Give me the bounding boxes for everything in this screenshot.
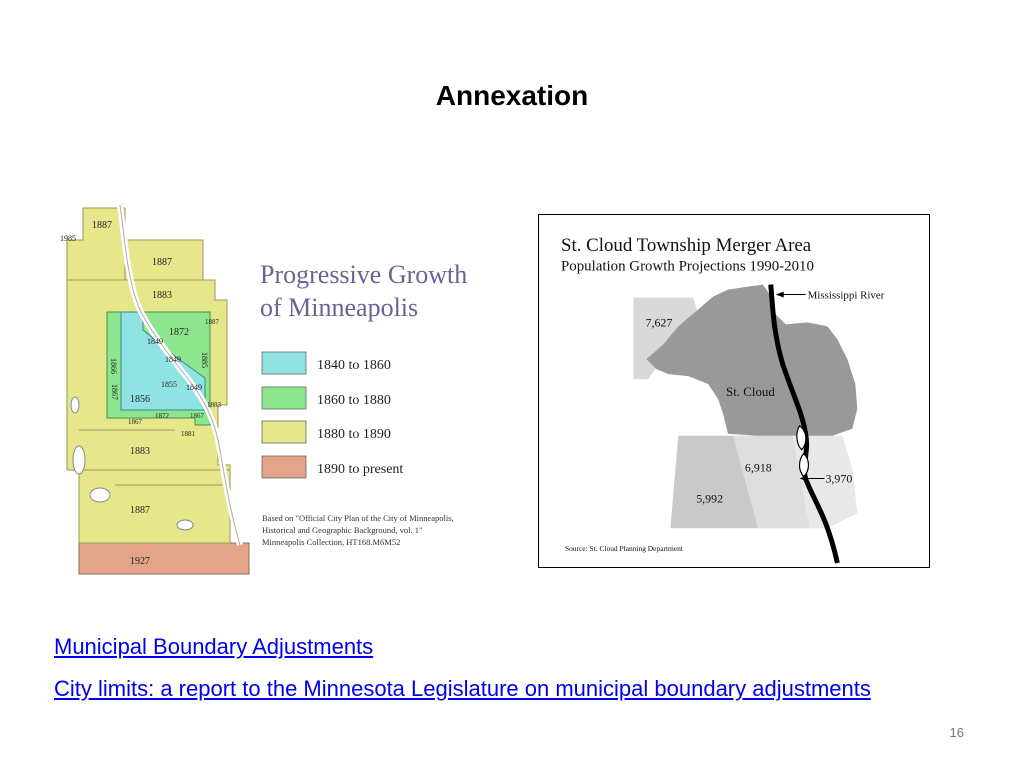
year-label: 1887 bbox=[130, 505, 150, 516]
stcloud-source: Source: St. Cloud Planning Department bbox=[565, 544, 684, 553]
map-heading-line2: of Minneapolis bbox=[260, 293, 418, 322]
legend-label: 1890 to present bbox=[317, 462, 403, 477]
year-label: 1856 bbox=[130, 394, 150, 405]
map-legend: 1840 to 1860 1860 to 1880 1880 to 1890 1… bbox=[261, 351, 403, 479]
minneapolis-growth-map: 1985 1887 1887 1883 1872 1887 1866 1849 … bbox=[60, 204, 467, 575]
value-southwest: 5,992 bbox=[696, 491, 723, 505]
township-southwest bbox=[670, 435, 758, 529]
area-1890-present bbox=[78, 542, 250, 575]
source-note: Based on "Official City Plan of the City… bbox=[262, 513, 454, 523]
legend-label: 1880 to 1890 bbox=[317, 427, 391, 442]
year-label: 1849 bbox=[186, 383, 202, 392]
year-label: 1872 bbox=[155, 412, 170, 420]
year-label: 1885 bbox=[200, 352, 209, 368]
year-label: 1883 bbox=[152, 290, 172, 301]
value-east: 3,970 bbox=[825, 471, 852, 485]
city-label: St. Cloud bbox=[726, 384, 775, 399]
map-heading-line1: Progressive Growth bbox=[260, 260, 467, 289]
municipal-boundary-adjustments-link[interactable]: Municipal Boundary Adjustments bbox=[54, 634, 374, 659]
year-label: 1855 bbox=[161, 380, 177, 389]
year-label: 1887 bbox=[152, 257, 172, 268]
township-south-center bbox=[733, 435, 810, 529]
township-east bbox=[792, 435, 858, 529]
year-label: 1887 bbox=[92, 220, 112, 231]
source-note: Historical and Geographic Background, vo… bbox=[262, 525, 422, 535]
city-st-cloud bbox=[646, 284, 858, 436]
year-label: 1887 bbox=[205, 318, 220, 326]
year-label: 1883 bbox=[207, 401, 222, 409]
stcloud-map-title: St. Cloud Township Merger Area bbox=[561, 235, 812, 256]
year-label: 1866 bbox=[109, 358, 118, 374]
year-label: 1883 bbox=[130, 446, 150, 457]
value-south-center: 6,918 bbox=[745, 461, 772, 475]
year-label: 1849 bbox=[147, 337, 163, 346]
city-limits-report-link[interactable]: City limits: a report to the Minnesota L… bbox=[54, 676, 871, 701]
year-label: 1867 bbox=[110, 384, 119, 400]
page-number: 16 bbox=[949, 725, 964, 740]
year-label: 1867 bbox=[128, 418, 143, 426]
stcloud-map-subtitle: Population Growth Projections 1990-2010 bbox=[561, 259, 814, 275]
year-label: 1872 bbox=[169, 327, 189, 338]
st-cloud-merger-map: St. Cloud Township Merger Area Populatio… bbox=[538, 214, 930, 568]
year-label: 1849 bbox=[165, 355, 181, 364]
legend-label: 1860 to 1880 bbox=[317, 393, 391, 408]
source-note: Minneapolis Collection, HT168.M6M52 bbox=[262, 537, 400, 547]
legend-label: 1840 to 1860 bbox=[317, 358, 391, 373]
year-label: 1867 bbox=[190, 412, 205, 420]
year-label: 1927 bbox=[130, 556, 150, 567]
year-label: 1985 bbox=[60, 234, 76, 243]
river-label: Mississippi River bbox=[808, 290, 885, 302]
slide-title: Annexation bbox=[435, 80, 589, 111]
year-label: 1881 bbox=[181, 430, 196, 438]
value-northwest: 7,627 bbox=[646, 315, 673, 329]
